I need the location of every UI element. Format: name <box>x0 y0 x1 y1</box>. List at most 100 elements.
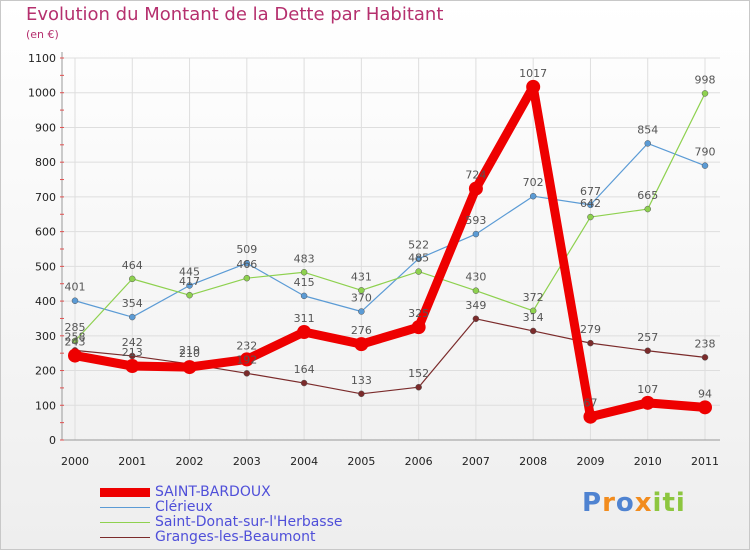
data-point <box>129 313 136 321</box>
data-point <box>411 320 426 335</box>
y-tick-label: 900 <box>35 121 56 134</box>
proxiti-logo: Proxiti <box>582 488 686 518</box>
data-label: 276 <box>351 324 372 337</box>
data-label: 219 <box>179 344 200 357</box>
data-label: 349 <box>465 299 486 312</box>
logo-letter: o <box>615 488 635 518</box>
data-point <box>415 383 422 391</box>
data-label: 257 <box>637 331 658 344</box>
data-label: 415 <box>294 276 315 289</box>
data-point <box>529 327 537 335</box>
data-point <box>644 205 651 213</box>
x-tick-label: 2005 <box>347 455 375 468</box>
chart-subtitle: (en €) <box>26 28 59 41</box>
data-point <box>415 255 422 262</box>
y-tick-label: 1000 <box>28 87 56 100</box>
data-point <box>300 269 308 276</box>
legend-label: Saint-Donat-sur-l'Herbasse <box>155 514 343 530</box>
data-point <box>358 308 365 315</box>
y-tick-label: 800 <box>35 156 56 169</box>
data-point <box>529 307 537 315</box>
data-label: 417 <box>179 275 200 288</box>
x-tick-label: 2002 <box>176 455 204 468</box>
y-tick-label: 500 <box>35 260 56 273</box>
data-label: 242 <box>122 336 143 349</box>
y-tick-label: 100 <box>35 399 56 412</box>
data-point <box>701 354 709 361</box>
logo-letter: P <box>582 488 603 518</box>
series-line <box>74 318 706 395</box>
data-point <box>644 347 651 355</box>
data-point <box>640 395 655 410</box>
data-label: 232 <box>236 339 257 352</box>
data-label: 238 <box>695 337 716 350</box>
data-label: 998 <box>695 73 716 86</box>
data-point <box>186 291 193 299</box>
data-label: 431 <box>351 270 372 283</box>
data-point <box>243 259 251 267</box>
data-label: 210 <box>179 347 200 360</box>
data-point <box>472 287 480 294</box>
y-tick-label: 1100 <box>28 52 56 65</box>
series-line <box>74 142 706 318</box>
data-label: 192 <box>236 353 257 366</box>
data-point <box>358 287 365 294</box>
logo-letter: x <box>634 488 653 518</box>
data-point <box>125 359 140 374</box>
data-point <box>300 292 308 300</box>
legend-label: Granges-les-Beaumont <box>155 529 316 545</box>
data-label: 677 <box>580 185 601 198</box>
data-label: 593 <box>465 214 486 227</box>
data-label: 509 <box>236 243 257 256</box>
logo-letter: i <box>652 488 663 518</box>
data-label: 642 <box>580 197 601 210</box>
logo-letter: i <box>675 488 686 518</box>
data-label: 445 <box>179 265 200 278</box>
x-tick-label: 2006 <box>405 455 433 468</box>
logo-letter: t <box>662 488 676 518</box>
x-tick-label: 2004 <box>290 455 318 468</box>
data-label: 466 <box>236 258 257 271</box>
legend-label: Clérieux <box>155 499 213 515</box>
data-label: 464 <box>122 259 143 272</box>
data-point <box>358 390 365 398</box>
data-point <box>587 213 594 221</box>
y-tick-label: 200 <box>35 365 56 378</box>
x-tick-label: 2007 <box>462 455 490 468</box>
data-point <box>182 360 197 375</box>
data-point <box>300 379 308 387</box>
data-label: 430 <box>465 271 486 284</box>
data-point <box>415 268 422 275</box>
data-point <box>68 348 82 363</box>
y-tick-label: 700 <box>35 191 56 204</box>
data-point <box>587 201 594 209</box>
data-label: 1017 <box>519 67 547 80</box>
data-point <box>701 90 709 97</box>
data-point <box>472 315 480 323</box>
data-point <box>468 181 483 196</box>
data-point <box>698 400 712 415</box>
data-point <box>243 370 251 377</box>
data-point <box>644 140 651 147</box>
x-tick-label: 2010 <box>634 455 662 468</box>
data-point <box>583 409 598 424</box>
data-point <box>701 162 709 169</box>
data-label: 133 <box>351 374 372 387</box>
data-label: 522 <box>408 239 429 252</box>
x-tick-label: 2003 <box>233 455 261 468</box>
x-tick-label: 2001 <box>118 455 146 468</box>
data-point <box>587 339 594 347</box>
data-point <box>472 230 480 238</box>
data-label: 107 <box>637 383 658 396</box>
series-line <box>74 92 706 342</box>
data-label: 401 <box>65 281 86 294</box>
legend-swatch <box>100 507 150 508</box>
data-point <box>186 282 193 289</box>
data-point <box>239 352 254 367</box>
y-tick-label: 0 <box>49 434 56 447</box>
data-label: 67 <box>583 397 597 410</box>
data-label: 854 <box>637 123 658 136</box>
x-tick-label: 2008 <box>519 455 547 468</box>
data-point <box>71 297 79 304</box>
